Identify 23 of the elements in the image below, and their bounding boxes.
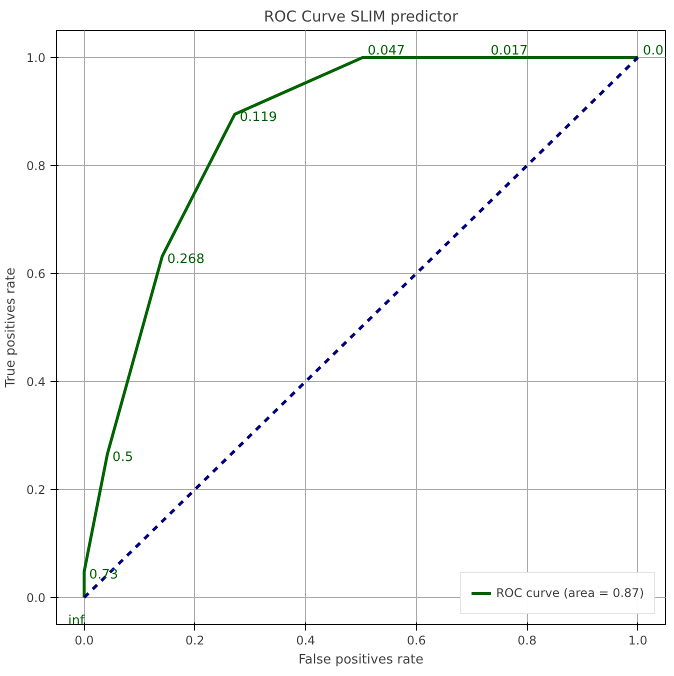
chart-title: ROC Curve SLIM predictor xyxy=(264,8,459,26)
y-tick-label: 0.8 xyxy=(26,159,46,173)
annotation: 0.73 xyxy=(89,568,118,583)
x-tick-label: 0.4 xyxy=(296,634,316,648)
y-tick-label: 0.0 xyxy=(26,591,46,605)
annotation: 0.268 xyxy=(167,252,204,268)
y-tick-label: 1.0 xyxy=(26,51,46,65)
legend-label: ROC curve (area = 0.87) xyxy=(496,586,644,600)
y-tick-label: 0.4 xyxy=(26,375,46,389)
annotation: 0.119 xyxy=(240,110,277,126)
x-tick-label: 0.0 xyxy=(74,634,94,648)
y-tick-label: 0.2 xyxy=(26,483,46,497)
y-axis-title: True positives rate xyxy=(3,267,18,389)
x-tick-label: 1.0 xyxy=(628,634,648,648)
x-tick-label: 0.8 xyxy=(518,634,537,648)
annotation: 0.0 xyxy=(642,44,664,58)
x-axis-title: False positives rate xyxy=(298,652,424,668)
annotation: 0.5 xyxy=(112,450,134,465)
annotation: 0.017 xyxy=(490,44,528,58)
y-tick-label: 0.6 xyxy=(26,267,46,281)
annotation: 0.047 xyxy=(368,44,405,58)
x-tick-label: 0.2 xyxy=(185,634,204,648)
x-tick-label: 0.6 xyxy=(406,634,426,648)
